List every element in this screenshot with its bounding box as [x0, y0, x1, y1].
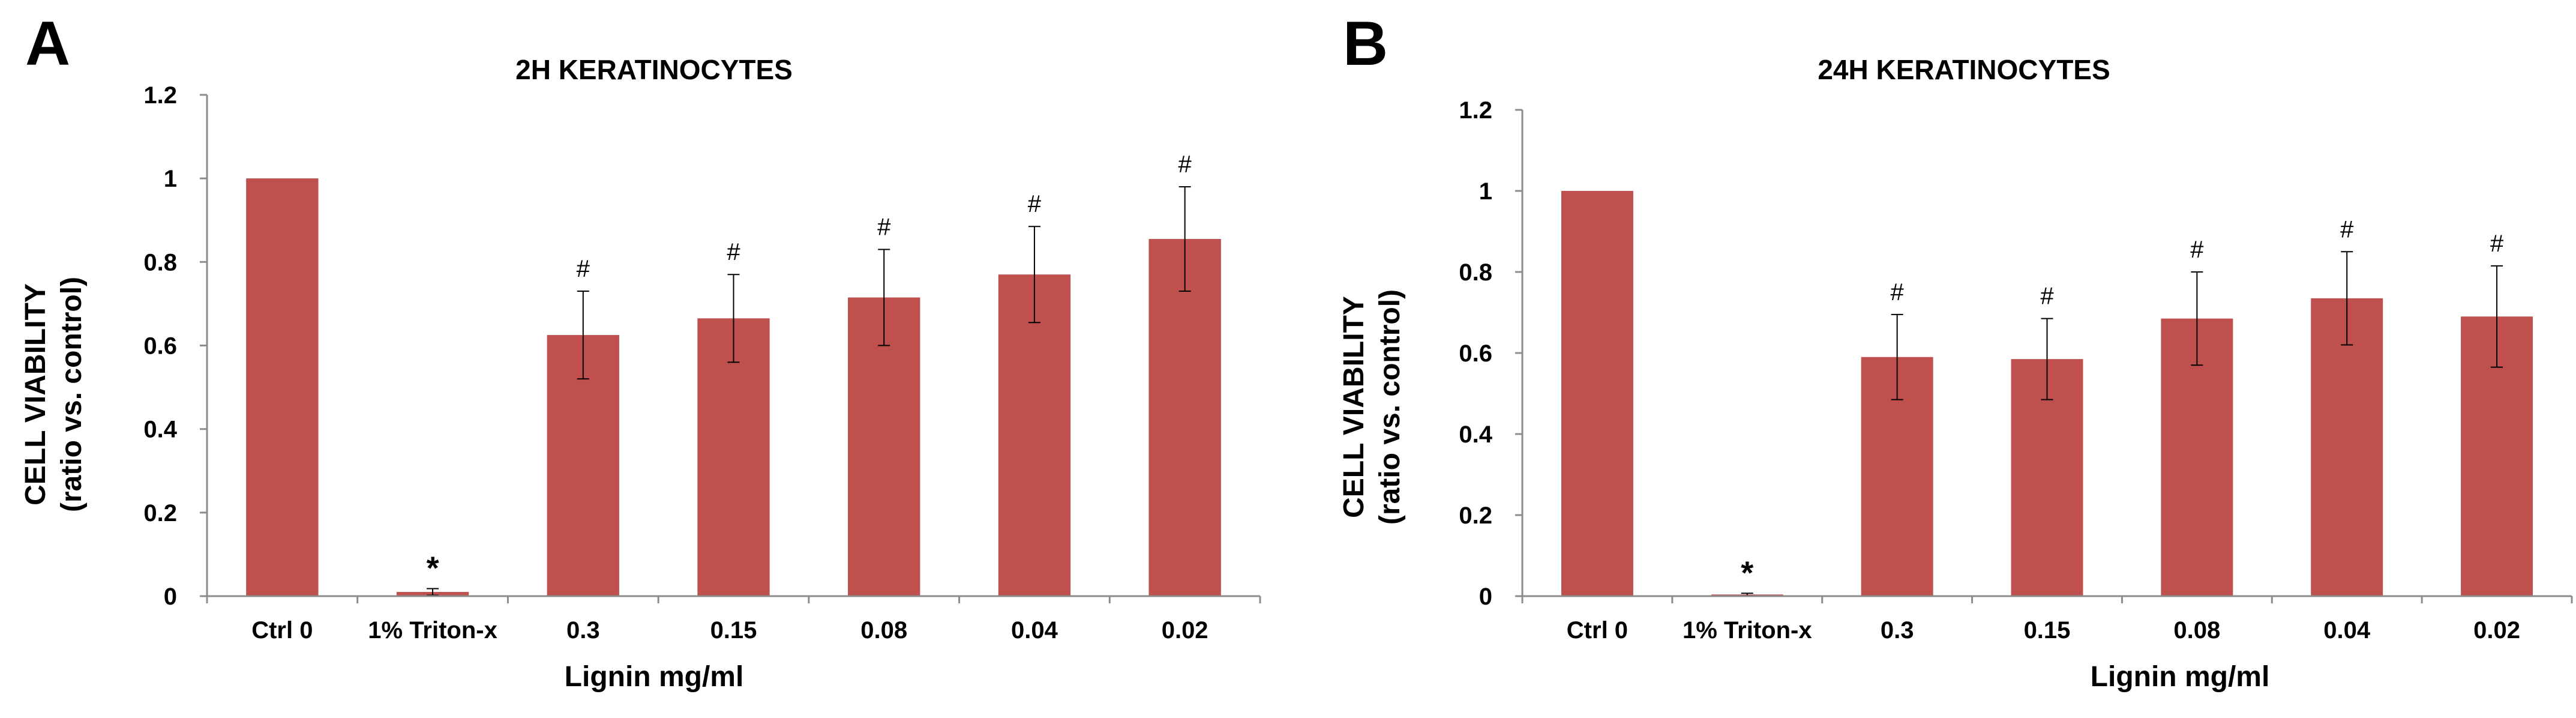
panel-b-significance-marker: # — [1891, 279, 1905, 306]
panel-a-plot: 0 0.2 0.4 0.6 0.8 1 1.2 Ctrl 0 * 1% Triton-x #0.3 #… — [143, 82, 1261, 644]
panel-a-category-label: Ctrl 0 — [251, 617, 313, 644]
panel-a-significance-marker: # — [1028, 191, 1042, 217]
panel-b-category-label: 0.08 — [2173, 617, 2220, 644]
panel-a-bar — [697, 318, 770, 596]
panel-a-xlabel: Lignin mg/ml — [565, 661, 744, 693]
panel-b-bar — [2311, 298, 2383, 596]
panel-a-significance-marker: # — [877, 214, 891, 240]
panel-b-category-label: 0.04 — [2323, 617, 2371, 644]
panel-a-bar — [1148, 239, 1221, 596]
panel-a-category-label: 0.15 — [710, 617, 757, 644]
panel-b-category-label: 1% Triton-x — [1683, 617, 1812, 644]
panel-a-bar — [848, 297, 920, 596]
panel-b-category-label: 0.02 — [2473, 617, 2520, 644]
panel-b: B 24H KERATINOCYTES CELL VIABILITY (rati… — [1338, 9, 2573, 693]
panel-a-title: 2H KERATINOCYTES — [515, 54, 793, 85]
panel-b-ytick-label: 0.8 — [1459, 259, 1492, 286]
panel-a-ytick-label: 1.2 — [143, 82, 177, 109]
panel-a-significance-marker: # — [727, 239, 740, 265]
panel-a-category-label: 1% Triton-x — [368, 617, 497, 644]
panel-a-ytick-label: 1 — [164, 166, 177, 192]
panel-a-significance-marker: * — [427, 550, 439, 586]
panel-b-significance-marker: # — [2490, 231, 2504, 257]
panel-b-ytick-label: 1 — [1479, 178, 1492, 205]
panel-b-ytick-label: 0.6 — [1459, 340, 1492, 367]
panel-b-ylabel-line1: CELL VIABILITY — [1338, 296, 1370, 518]
panel-b-plot: 0 0.2 0.4 0.6 0.8 1 1.2 Ctrl 0 * 1% Triton-x #0.3 #… — [1459, 97, 2573, 644]
panel-b-ytick-label: 1.2 — [1459, 97, 1492, 124]
panel-a-ytick-label: 0.2 — [143, 500, 177, 526]
panel-a-letter: A — [25, 9, 70, 79]
panel-a-ytick-label: 0.6 — [143, 333, 177, 360]
panel-a-significance-marker: # — [577, 256, 590, 282]
panel-a-category-label: 0.3 — [566, 617, 600, 644]
panel-a-ytick-label: 0.4 — [143, 417, 177, 443]
panel-b-significance-marker: # — [2190, 237, 2204, 263]
panel-a-category-label: 0.08 — [860, 617, 907, 644]
panel-b-category-label: 0.15 — [2024, 617, 2071, 644]
panel-b-ytick-label: 0.2 — [1459, 502, 1492, 529]
panel-a-ylabel-line2: (ratio vs. control) — [56, 277, 88, 512]
panel-b-xlabel: Lignin mg/ml — [2091, 661, 2270, 693]
panel-b-significance-marker: # — [2340, 216, 2354, 243]
panel-a-ylabel-line1: CELL VIABILITY — [20, 283, 52, 505]
panel-a-significance-marker: # — [1178, 151, 1192, 178]
panel-b-title: 24H KERATINOCYTES — [1818, 54, 2110, 85]
panel-b-letter: B — [1343, 9, 1388, 79]
panel-a-category-label: 0.04 — [1011, 617, 1058, 644]
panel-b-category-label: Ctrl 0 — [1567, 617, 1628, 644]
panel-a-ytick-label: 0 — [164, 584, 177, 610]
panel-b-bar — [1561, 191, 1633, 596]
panel-a: A 2H KERATINOCYTES CELL VIABILITY (ratio… — [20, 9, 1261, 693]
panel-a-category-label: 0.02 — [1162, 617, 1208, 644]
panel-b-significance-marker: * — [1741, 555, 1753, 591]
panel-a-bar — [246, 178, 319, 597]
panel-b-ytick-label: 0.4 — [1459, 421, 1492, 448]
panel-b-ytick-label: 0 — [1479, 584, 1492, 610]
panel-b-ylabel-line2: (ratio vs. control) — [1374, 289, 1406, 525]
panel-a-ytick-label: 0.8 — [143, 249, 177, 276]
panel-b-category-label: 0.3 — [1881, 617, 1914, 644]
panel-b-significance-marker: # — [2040, 283, 2054, 310]
panel-a-bar — [998, 274, 1071, 596]
